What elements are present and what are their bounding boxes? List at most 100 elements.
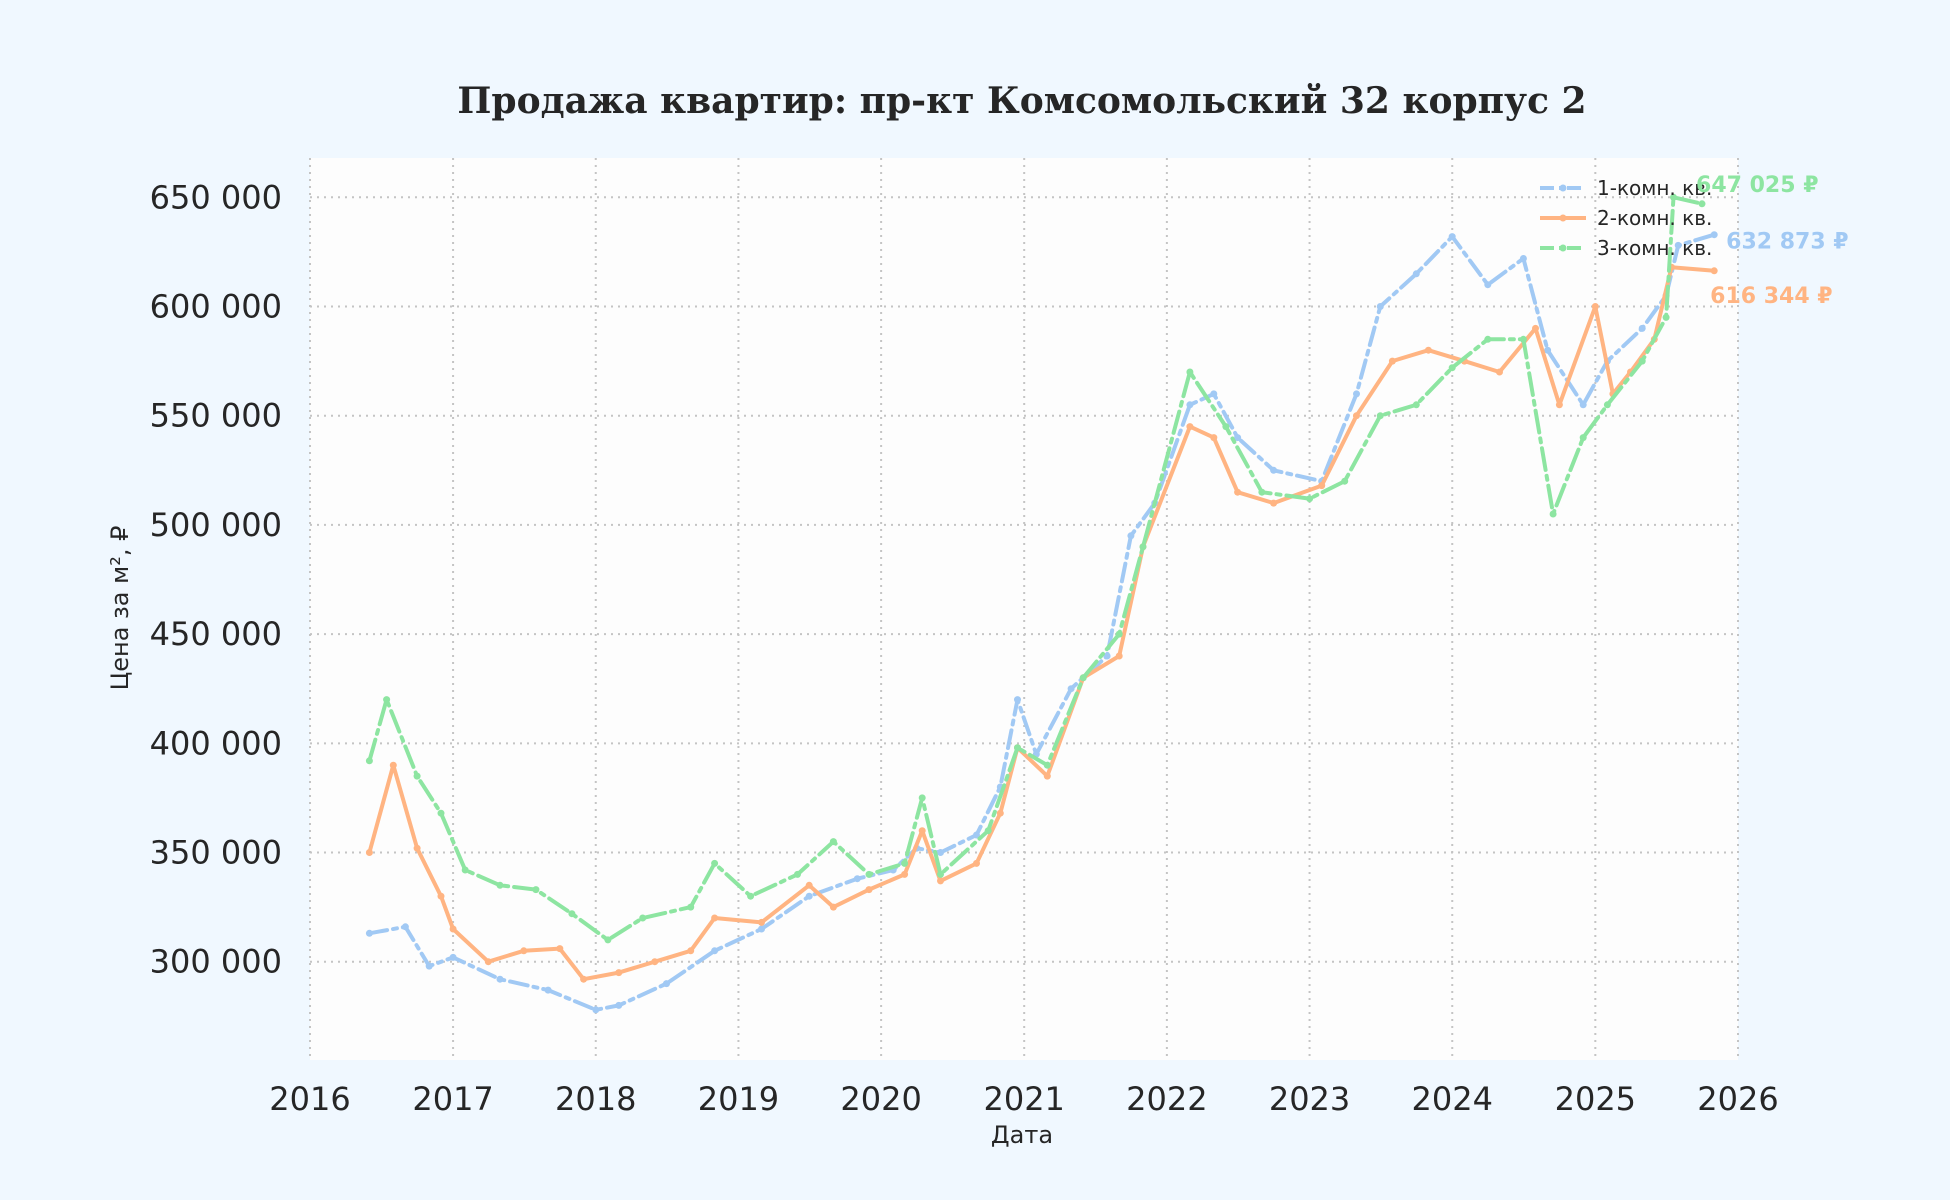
data-point — [437, 892, 445, 900]
data-point — [592, 1006, 600, 1014]
data-point — [901, 859, 909, 867]
data-point — [568, 910, 576, 918]
y-tick-label: 350 000 — [150, 834, 282, 872]
series-end-label-1: 632 873 ₽ — [1726, 230, 1848, 255]
data-point — [758, 925, 765, 933]
data-point — [1448, 364, 1456, 372]
data-point — [413, 772, 421, 780]
x-tick-label: 2023 — [1269, 1080, 1350, 1118]
data-point — [580, 975, 588, 983]
x-tick-label: 2018 — [555, 1080, 636, 1118]
data-point — [604, 936, 612, 944]
data-point — [1670, 193, 1677, 201]
data-point — [449, 953, 457, 961]
x-tick-label: 2022 — [1126, 1080, 1207, 1118]
data-point — [425, 962, 433, 970]
data-point — [639, 914, 647, 922]
legend-marker — [1559, 244, 1567, 252]
series-end-label-2: 616 344 ₽ — [1710, 284, 1832, 309]
y-tick-label: 450 000 — [150, 615, 282, 653]
data-point — [1139, 543, 1147, 551]
data-point — [1638, 357, 1646, 365]
series-end-label-3: 647 025 ₽ — [1696, 173, 1818, 198]
data-point — [1674, 241, 1682, 249]
x-tick-label: 2019 — [698, 1080, 779, 1118]
data-point — [1341, 477, 1349, 485]
data-point — [663, 980, 670, 988]
data-point — [687, 947, 695, 955]
data-point — [1222, 423, 1230, 431]
data-point — [711, 859, 719, 867]
data-point — [973, 859, 980, 867]
data-point — [1186, 401, 1194, 409]
legend-label: 1-комн. кв. — [1597, 176, 1712, 200]
data-point — [1603, 401, 1611, 409]
data-point — [1043, 772, 1051, 780]
data-point — [365, 849, 373, 856]
y-tick-label: 650 000 — [150, 178, 282, 216]
data-point — [1519, 335, 1527, 343]
data-point — [1376, 412, 1384, 420]
data-point — [1127, 532, 1135, 540]
data-point — [1549, 510, 1557, 518]
plot-area — [310, 158, 1738, 1060]
y-tick-label: 300 000 — [150, 943, 282, 981]
data-point — [1210, 434, 1218, 442]
data-point — [747, 892, 755, 900]
series-3-group — [365, 193, 1706, 944]
x-tick-label: 2025 — [1555, 1080, 1636, 1118]
y-tick-label: 550 000 — [150, 397, 282, 435]
data-point — [996, 809, 1004, 817]
data-point — [937, 849, 944, 856]
legend-label: 2-комн. кв. — [1597, 206, 1712, 230]
data-point — [758, 918, 765, 926]
data-point — [496, 881, 504, 889]
data-point — [484, 958, 492, 966]
data-point — [1258, 488, 1266, 496]
data-point — [901, 870, 909, 878]
data-point — [1484, 335, 1492, 343]
data-point — [1388, 357, 1396, 365]
data-point — [984, 827, 992, 835]
end-labels: 632 873 ₽ 616 344 ₽ 647 025 ₽ — [1696, 173, 1849, 309]
data-point — [1353, 390, 1360, 398]
data-point — [651, 958, 659, 966]
data-point — [1270, 466, 1278, 474]
data-point — [461, 866, 469, 874]
data-point — [449, 925, 457, 933]
x-tick-label: 2020 — [840, 1080, 921, 1118]
data-point — [1519, 255, 1527, 262]
legend-label: 3-комн. кв. — [1597, 236, 1712, 260]
data-point — [1376, 303, 1384, 310]
series-line-3 — [367, 195, 1704, 942]
legend-item-3: 3-комн. кв. — [1540, 236, 1712, 260]
x-axis-ticks: 2016 2017 2018 2019 2020 2021 2022 2023 2024 2025… — [269, 1080, 1778, 1118]
data-point — [865, 886, 873, 894]
data-point — [829, 838, 837, 846]
legend: 1-комн. кв. 2-комн. кв. 3-комн. кв. — [1540, 176, 1712, 260]
grid — [309, 158, 1739, 1060]
x-tick-label: 2026 — [1697, 1080, 1778, 1118]
data-point — [1043, 761, 1051, 769]
data-point — [1115, 630, 1123, 638]
data-point — [711, 914, 719, 922]
data-point — [520, 947, 528, 955]
data-point — [805, 881, 813, 889]
data-point — [437, 809, 445, 817]
y-axis-label: Цена за м², ₽ — [106, 526, 134, 691]
data-point — [1544, 346, 1552, 354]
data-point — [615, 1001, 623, 1009]
data-point — [918, 794, 926, 802]
data-point — [937, 877, 944, 885]
data-point — [805, 892, 813, 900]
data-point — [1186, 368, 1194, 376]
data-point — [918, 827, 926, 835]
x-tick-label: 2017 — [412, 1080, 493, 1118]
data-point — [1412, 401, 1420, 409]
x-tick-label: 2024 — [1412, 1080, 1493, 1118]
data-point — [1579, 401, 1587, 409]
data-point — [687, 903, 695, 911]
data-point — [1662, 313, 1670, 321]
data-point — [615, 969, 623, 977]
